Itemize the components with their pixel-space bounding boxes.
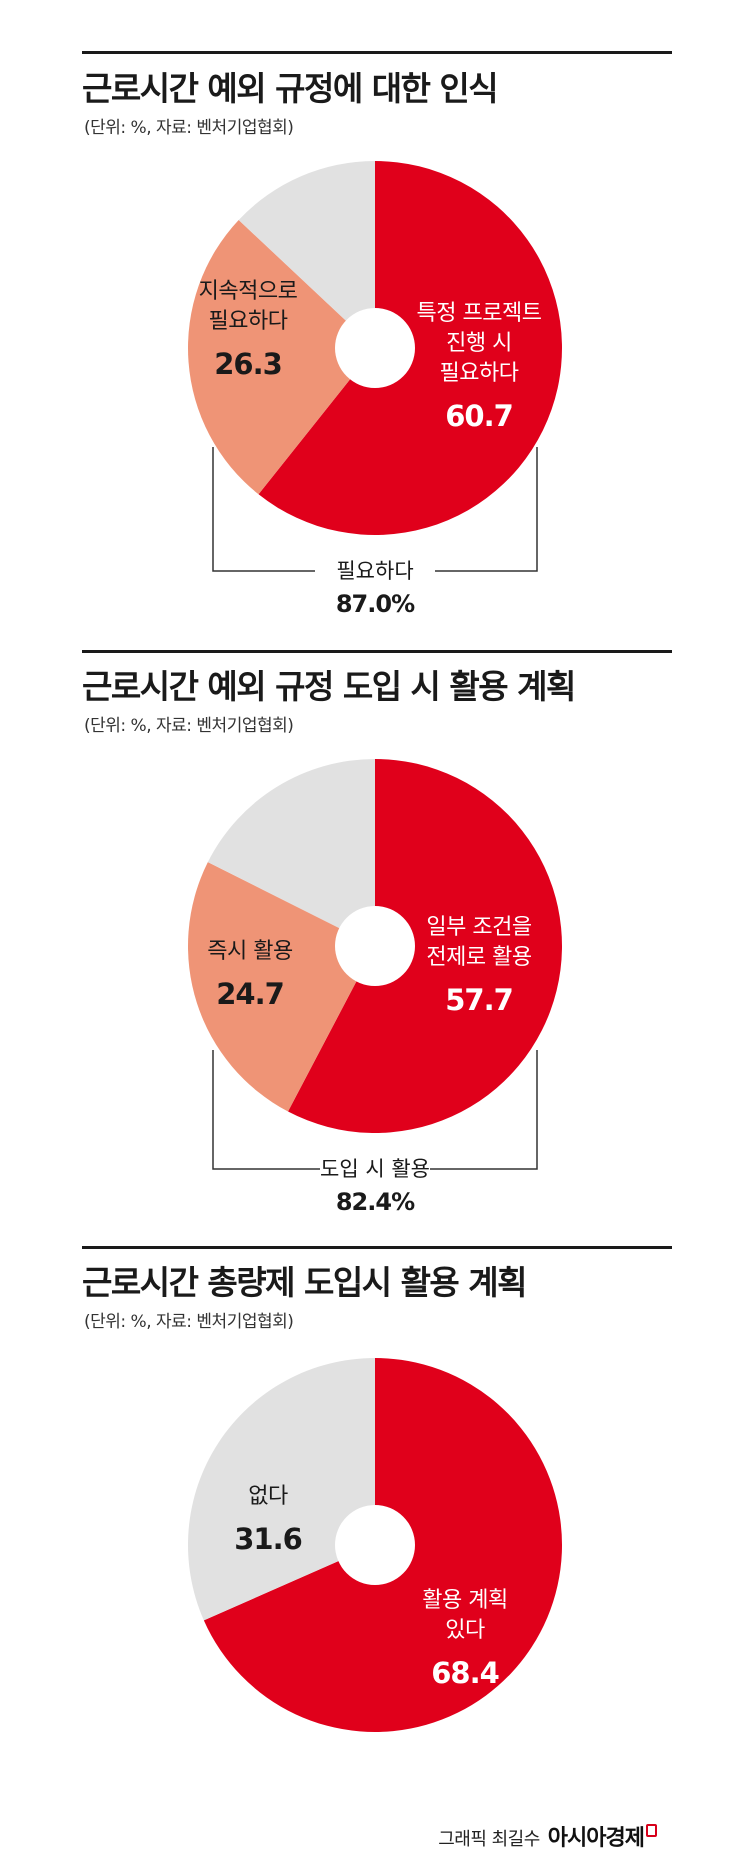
pie-slice-3 — [207, 759, 375, 946]
slice-value-2: 26.3 — [214, 347, 282, 381]
pie-slice-1 — [288, 759, 562, 1133]
pie-slice-2 — [187, 219, 375, 495]
slice-label-1: 일부 조건을 — [426, 915, 531, 940]
section-1-rule — [82, 51, 672, 54]
combined-bracket: 필요하다 87.0% — [212, 447, 538, 618]
bracket-value: 82.4% — [336, 1188, 415, 1216]
section-3-rule — [82, 1246, 672, 1249]
slice-value-1: 60.7 — [445, 399, 513, 433]
slice-label-1: 활용 계획 — [422, 1588, 507, 1613]
slice-label-2: 필요하다 — [209, 309, 288, 334]
credit-label: 그래픽 최길수 — [438, 1829, 540, 1850]
bracket-label: 필요하다 — [336, 559, 413, 583]
brand-mark-icon — [646, 1824, 657, 1837]
pie-center-hole — [335, 308, 415, 388]
slice-value-2: 24.7 — [216, 977, 284, 1011]
pie-slice-2 — [187, 862, 375, 1112]
slice-label-2: 지속적으로 — [199, 279, 298, 304]
slice-label-1: 진행 시 — [446, 331, 512, 356]
pie-center-hole — [335, 906, 415, 986]
slice-value-1: 57.7 — [445, 983, 513, 1017]
section-3-source: (단위: %, 자료: 벤처기업협회) — [84, 1312, 294, 1332]
combined-bracket: 도입 시 활용 82.4% — [212, 1050, 538, 1216]
slice-value-2: 31.6 — [234, 1522, 302, 1556]
section-1-source: (단위: %, 자료: 벤처기업협회) — [84, 118, 294, 138]
section-2-source: (단위: %, 자료: 벤처기업협회) — [84, 716, 294, 736]
slice-value-1: 68.4 — [431, 1656, 499, 1690]
slice-label-2: 없다 — [248, 1484, 288, 1509]
slice-label-1: 필요하다 — [440, 361, 519, 386]
bracket-label: 도입 시 활용 — [320, 1157, 430, 1181]
pie-center-hole — [335, 1505, 415, 1585]
slice-label-1: 있다 — [445, 1618, 485, 1643]
section-3-title: 근로시간 총량제 도입시 활용 계획 — [82, 1263, 528, 1302]
section-1-title: 근로시간 예외 규정에 대한 인식 — [82, 69, 499, 108]
slice-label-1: 특정 프로젝트 — [417, 301, 542, 326]
section-2-title: 근로시간 예외 규정 도입 시 활용 계획 — [82, 667, 576, 706]
slice-label-2: 즉시 활용 — [207, 939, 293, 964]
brand-name: 아시아경제 — [547, 1826, 645, 1851]
credit-line: 그래픽 최길수 아시아경제 — [438, 1820, 657, 1852]
pie-slice-3 — [238, 161, 375, 348]
brand-logo: 아시아경제 — [548, 1820, 657, 1852]
pie-slice-2 — [188, 1358, 375, 1621]
bracket-value: 87.0% — [336, 590, 415, 618]
section-2-rule — [82, 650, 672, 653]
slice-label-1: 전제로 활용 — [426, 945, 531, 970]
